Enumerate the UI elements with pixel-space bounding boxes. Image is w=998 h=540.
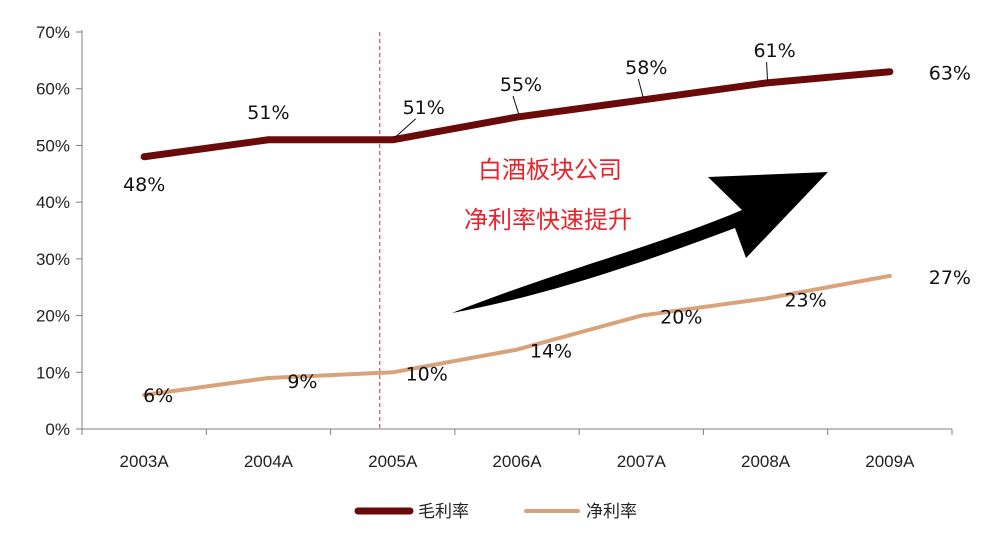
data-label-net-margin: 23%	[784, 290, 826, 312]
axes	[81, 30, 953, 435]
data-label-leader-line	[394, 118, 417, 139]
y-tick-label: 10%	[36, 363, 70, 382]
y-axis-ticks: 0% 10% 20% 30% 40% 50% 60% 70%	[36, 23, 82, 439]
x-tick-label: 2008A	[741, 452, 791, 471]
data-label-net-margin: 6%	[143, 385, 173, 407]
legend: 毛利率 净利率	[354, 502, 637, 522]
data-label-net-margin: 14%	[530, 341, 572, 363]
data-label-net-margin: 10%	[406, 363, 448, 385]
series-lines	[140, 68, 894, 397]
data-label-gross-margin: 63%	[929, 63, 971, 85]
data-label-gross-margin: 48%	[123, 174, 165, 196]
data-label-gross-margin: 51%	[247, 102, 289, 124]
annotation-line-2: 净利率快速提升	[464, 206, 632, 234]
y-tick-label: 50%	[36, 136, 70, 155]
x-tick-label: 2005A	[368, 452, 418, 471]
x-tick-label: 2009A	[865, 452, 915, 471]
x-tick-label: 2006A	[492, 452, 542, 471]
y-tick-label: 20%	[36, 307, 70, 326]
data-label-net-margin: 9%	[287, 371, 317, 393]
x-tick-label: 2007A	[617, 452, 667, 471]
x-tick-label: 2004A	[244, 452, 294, 471]
data-label-gross-margin: 51%	[403, 97, 445, 119]
y-tick-label: 70%	[36, 23, 70, 42]
annotation-line-1: 白酒板块公司	[478, 156, 622, 184]
legend-label-gross-margin: 毛利率	[418, 502, 469, 522]
y-tick-label: 0%	[45, 420, 70, 439]
data-label-gross-margin: 61%	[753, 40, 795, 62]
data-label-gross-margin: 58%	[625, 57, 667, 79]
series-line-net-margin	[142, 273, 892, 397]
data-label-leader-line	[512, 95, 520, 116]
y-tick-label: 40%	[36, 193, 70, 212]
x-axis-ticks: 2003A 2004A 2005A 2006A 2007A 2008A 2009A	[120, 452, 916, 471]
data-label-leader-line	[766, 62, 769, 82]
data-labels: 48% 51% 51% 55% 58% 61% 63% 6% 9% 10% 14% 20% 23% 27%	[123, 40, 971, 407]
data-label-net-margin: 20%	[660, 307, 702, 329]
data-label-leader-line	[637, 78, 644, 99]
y-tick-label: 30%	[36, 250, 70, 269]
data-label-gross-margin: 55%	[500, 74, 542, 96]
y-tick-label: 60%	[36, 80, 70, 99]
x-tick-label: 2003A	[120, 452, 170, 471]
series-line-gross-margin	[140, 68, 894, 161]
legend-label-net-margin: 净利率	[586, 502, 637, 522]
data-label-net-margin: 27%	[929, 267, 971, 289]
trend-arrow	[452, 172, 828, 313]
